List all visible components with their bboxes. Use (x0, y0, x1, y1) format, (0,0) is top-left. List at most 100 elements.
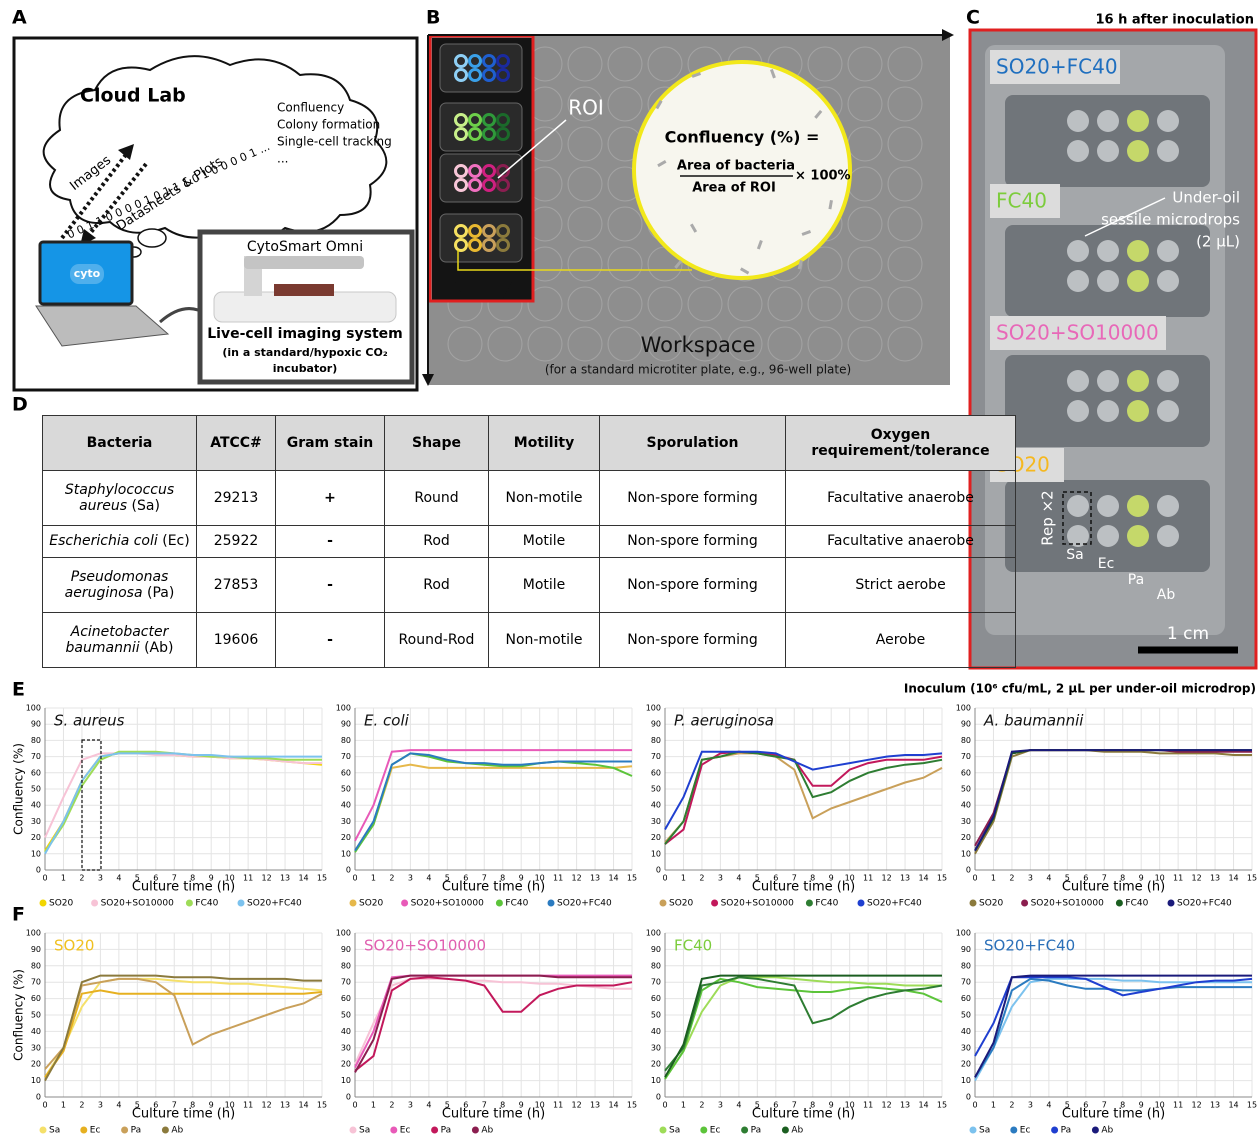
species-name: Staphylococcus aureus (64, 482, 175, 515)
well-outline (887, 46, 923, 82)
data-line (974, 749, 1252, 855)
y-tick-label: 60 (651, 768, 661, 777)
data-line (354, 752, 632, 852)
microdrop (1097, 525, 1119, 547)
well-outline (567, 86, 603, 122)
y-tick-label: 60 (961, 994, 971, 1003)
y-tick-label: 50 (651, 1011, 661, 1020)
x-axis-label: Culture time (h) (132, 880, 235, 895)
table-cell: Non-motile (488, 470, 600, 527)
x-tick-label: 8 (810, 1101, 815, 1110)
table-cell: Round-Rod (384, 611, 489, 669)
data-line (44, 977, 323, 1070)
x-tick-label: 3 (718, 874, 723, 883)
legend-label: Sa (359, 1126, 370, 1136)
x-tick-label: 12 (882, 1101, 892, 1110)
y-tick-label: 30 (961, 817, 971, 826)
table-cell: 25922 (196, 525, 276, 558)
legend-label: Sa (49, 1126, 60, 1136)
x-tick-label: 6 (1083, 1101, 1088, 1110)
y-tick-label: 0 (36, 1093, 41, 1102)
device-arm (244, 256, 364, 269)
header-row: Bacteria ATCC# Gram stain Shape Motility Spor… (42, 414, 1016, 472)
legend-label: Pa (751, 1126, 762, 1136)
bacteria-cell: Acinetobacter baumannii (Ab) (42, 611, 197, 669)
data-line (354, 974, 632, 1073)
x-tick-label: 1 (991, 874, 996, 883)
analysis-item: ... (277, 152, 288, 166)
x-tick-label: 0 (352, 874, 357, 883)
x-tick-label: 13 (1210, 1101, 1220, 1110)
legend-marker (1167, 899, 1175, 907)
microdrop (1127, 270, 1149, 292)
microdrop (1127, 240, 1149, 262)
x-tick-label: 8 (1120, 874, 1125, 883)
x-axis-label: Culture time (h) (752, 880, 855, 895)
x-tick-label: 3 (98, 1101, 103, 1110)
y-tick-label: 10 (31, 849, 41, 858)
x-tick-label: 6 (463, 1101, 468, 1110)
formula: Confluency (%) = (665, 128, 820, 147)
x-tick-label: 1 (681, 1101, 686, 1110)
well-outline (727, 286, 763, 322)
well-outline (807, 246, 843, 282)
x-tick-label: 7 (1102, 1101, 1107, 1110)
y-tick-label: 90 (341, 945, 351, 954)
y-tick-label: 40 (651, 1027, 661, 1036)
species-label: Ec (1098, 556, 1115, 572)
header-cell: ATCC# (196, 414, 276, 472)
x-tick-label: 10 (845, 874, 855, 883)
chart-title: SO20+FC40 (984, 937, 1075, 955)
y-tick-label: 60 (341, 994, 351, 1003)
microdrop (1097, 270, 1119, 292)
x-tick-label: 13 (900, 1101, 910, 1110)
x-tick-label: 0 (972, 874, 977, 883)
y-tick-label: 60 (31, 768, 41, 777)
well-outline (567, 126, 603, 162)
y-tick-label: 50 (341, 1011, 351, 1020)
legend-label: SO20 (979, 899, 1004, 909)
microdrop (1157, 525, 1179, 547)
y-tick-label: 10 (651, 1076, 661, 1085)
y-tick-label: 70 (341, 752, 351, 761)
table-row: Staphylococcus aureus (Sa) 29213 + Round Non… (42, 470, 1016, 527)
chip-well (468, 238, 482, 252)
x-tick-label: 0 (352, 1101, 357, 1110)
y-tick-label: 50 (961, 785, 971, 794)
x-tick-label: 13 (590, 1101, 600, 1110)
y-tick-label: 70 (961, 978, 971, 987)
panel-label: F (12, 904, 25, 926)
chip-well (468, 164, 482, 178)
x-tick-label: 6 (1083, 874, 1088, 883)
well-outline (567, 46, 603, 82)
legend-marker (781, 1126, 789, 1134)
microdrop (1127, 370, 1149, 392)
species-name: Pseudomonas aeruginosa (64, 568, 169, 601)
well-outline (847, 326, 883, 362)
panel-label: D (12, 394, 28, 416)
well-outline (847, 86, 883, 122)
chip-well (468, 224, 482, 238)
chip-well (496, 127, 510, 141)
chip-well (482, 178, 496, 192)
chart-title: S. aureus (54, 712, 125, 730)
analysis-item: Confluency (277, 101, 344, 115)
legend-label: Sa (979, 1126, 990, 1136)
microdrop (1127, 140, 1149, 162)
x-tick-label: 14 (608, 1101, 618, 1110)
x-tick-label: 11 (243, 1101, 253, 1110)
table-cell: Non-motile (488, 611, 600, 669)
x-tick-label: 5 (445, 1101, 450, 1110)
x-tick-label: 11 (243, 874, 253, 883)
well-outline (887, 286, 923, 322)
x-tick-label: 4 (116, 874, 121, 883)
table-cell: 27853 (196, 556, 276, 613)
y-tick-label: 90 (651, 945, 661, 954)
y-tick-label: 90 (961, 720, 971, 729)
data-line (974, 977, 1252, 1078)
legend-label: Ec (1020, 1126, 1031, 1136)
x-tick-label: 15 (317, 874, 327, 883)
well-outline (567, 286, 603, 322)
y-tick-label: 30 (961, 1043, 971, 1052)
data-line (974, 749, 1252, 847)
